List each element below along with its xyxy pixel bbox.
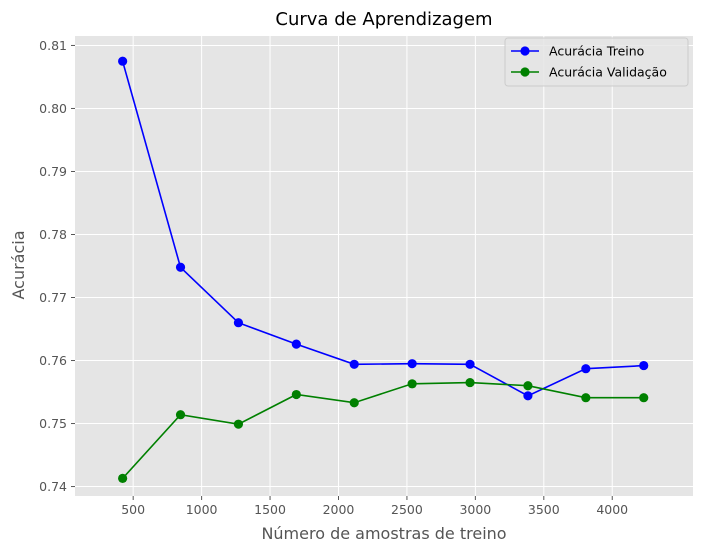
chart-title: Curva de Aprendizagem [275, 9, 492, 30]
data-point [523, 391, 533, 401]
x-tick-label: 3000 [459, 502, 491, 517]
y-tick-label: 0.74 [39, 479, 67, 494]
data-point [407, 379, 417, 389]
x-tick-label: 3500 [528, 502, 560, 517]
data-point [349, 398, 359, 408]
data-point [233, 318, 244, 328]
x-tick-label: 4000 [596, 502, 628, 517]
x-tick-label: 2000 [323, 502, 355, 517]
legend-marker [520, 46, 530, 56]
series-acuracia-validacao [118, 377, 649, 483]
data-point [175, 410, 186, 420]
data-point [581, 364, 591, 374]
series-line [121, 60, 644, 397]
y-tick-label: 0.78 [39, 227, 67, 242]
data-point [523, 381, 533, 391]
y-tick-label: 0.75 [39, 416, 67, 431]
data-point [349, 359, 359, 369]
legend-box [504, 37, 689, 87]
series-line [122, 381, 644, 479]
data-point [581, 393, 591, 403]
data-point [465, 359, 475, 369]
data-point [639, 393, 649, 403]
data-point [639, 360, 649, 371]
x-tick-label: 1000 [186, 502, 218, 517]
data-point [118, 56, 128, 66]
legend-label: Acurácia Validação [549, 65, 667, 80]
plot-area [75, 36, 693, 496]
x-tick-label: 2500 [391, 502, 423, 517]
axis-ticks: 500 1000 1500 2000 2500 3000 3500 4000 0.74 0.75 0… [39, 38, 628, 517]
legend-item-acuracia-treino: Acurácia Treino [511, 44, 644, 59]
data-point [291, 339, 301, 349]
legend-label: Acurácia Treino [549, 44, 644, 59]
x-axis-title: Número de amostras de treino [261, 524, 506, 543]
data-point [233, 419, 244, 429]
legend: Acurácia Treino Acurácia Validação [504, 37, 689, 87]
y-tick-label: 0.80 [39, 101, 67, 116]
legend-item-acuracia-validacao: Acurácia Validação [511, 65, 667, 80]
data-point [465, 377, 475, 388]
y-axis-title: Acurácia [9, 230, 28, 299]
legend-marker [520, 67, 530, 77]
y-tick-label: 0.77 [39, 290, 67, 305]
data-point [407, 359, 417, 369]
data-point [118, 473, 128, 483]
x-tick-label: 1500 [254, 502, 286, 517]
x-tick-label: 500 [121, 502, 145, 517]
series-layer [118, 56, 649, 483]
series-acuracia-treino [118, 56, 649, 401]
y-tick-label: 0.76 [39, 353, 67, 368]
grid [75, 36, 693, 496]
data-point [291, 389, 301, 400]
data-point [175, 262, 186, 272]
y-tick-label: 0.79 [39, 164, 67, 179]
y-tick-label: 0.81 [39, 38, 67, 53]
